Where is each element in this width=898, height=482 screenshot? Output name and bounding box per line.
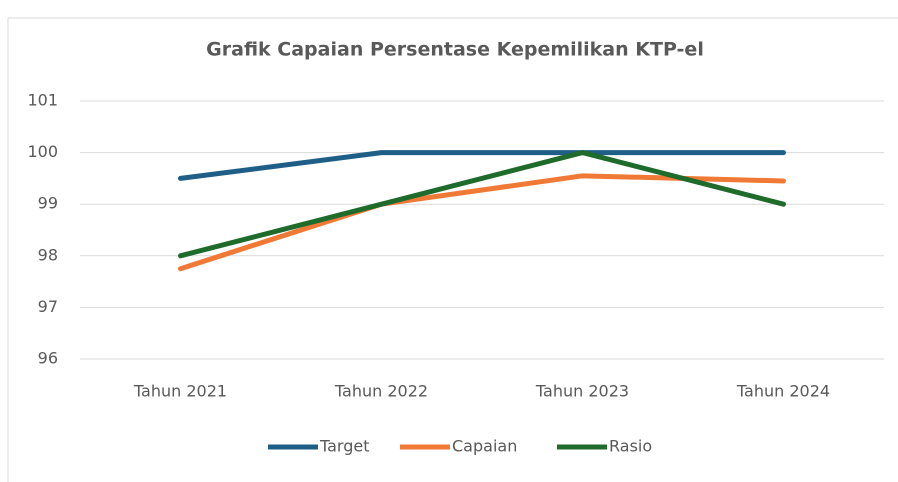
y-tick-label: 99 bbox=[38, 194, 58, 213]
legend-label: Target bbox=[319, 437, 370, 456]
y-tick-label: 101 bbox=[27, 91, 58, 110]
legend-label: Rasio bbox=[609, 437, 652, 456]
y-tick-label: 96 bbox=[38, 349, 58, 368]
x-tick-label: Tahun 2024 bbox=[736, 382, 830, 401]
legend-label: Capaian bbox=[452, 437, 517, 456]
series-line bbox=[178, 150, 786, 259]
y-tick-label: 100 bbox=[27, 142, 58, 161]
x-tick-label: Tahun 2023 bbox=[535, 382, 629, 401]
series-line bbox=[178, 150, 786, 181]
chart-title: Grafik Capaian Persentase Kepemilikan KT… bbox=[206, 39, 704, 61]
x-tick-label: Tahun 2021 bbox=[133, 382, 227, 401]
chart-frame bbox=[7, 17, 898, 482]
x-tick-label: Tahun 2022 bbox=[334, 382, 428, 401]
y-tick-label: 97 bbox=[38, 297, 58, 316]
y-tick-label: 98 bbox=[38, 245, 58, 264]
